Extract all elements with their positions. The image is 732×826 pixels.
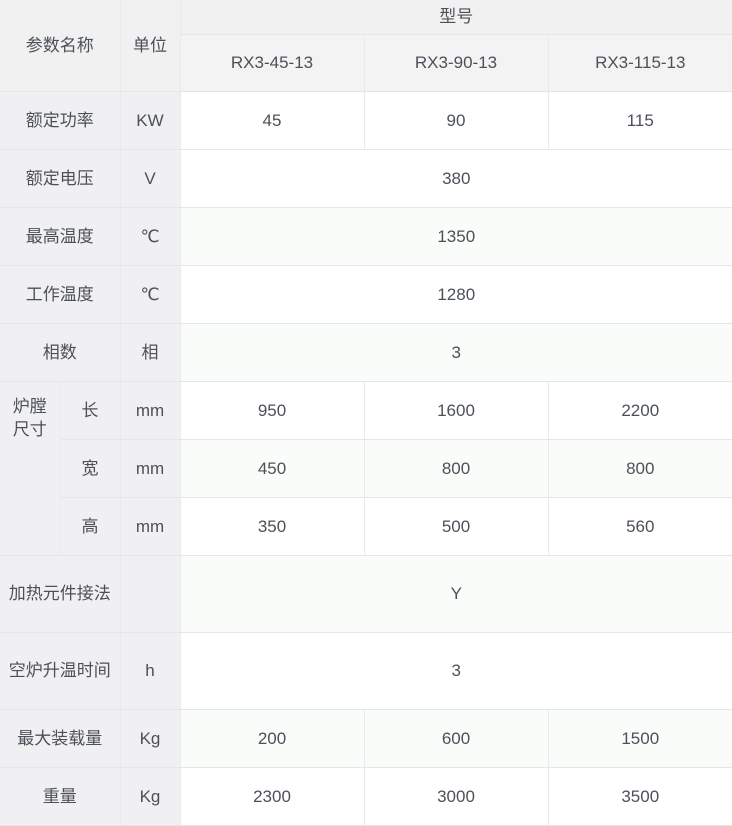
row-unit-chamber-width: mm: [120, 439, 181, 499]
table-header-row-primary: 参数名称 单位 型号: [0, 0, 732, 93]
sublabel-chamber-height: 高: [60, 497, 121, 557]
cell-weight-model-1: 2300: [180, 767, 365, 826]
chamber-label-line-2: 尺寸: [12, 419, 47, 439]
row-label-max-load: 最大装载量: [0, 709, 121, 769]
cell-phase-count-all-models: 3: [180, 323, 732, 383]
row-label-chamber-dimensions: 炉膛 尺寸: [0, 381, 61, 557]
row-unit-rated-voltage: V: [120, 149, 181, 209]
cell-chamber-length-model-1: 950: [180, 381, 365, 441]
row-label-working-temperature: 工作温度: [0, 265, 121, 325]
cell-max-temperature-all-models: 1350: [180, 207, 732, 267]
row-unit-heating-element-connection: [120, 555, 181, 634]
row-unit-max-temperature: ℃: [120, 207, 181, 267]
sublabel-chamber-width: 宽: [60, 439, 121, 499]
table-row: 最高温度 ℃ 1350: [0, 207, 732, 267]
table-row: 空炉升温时间 h 3: [0, 632, 732, 711]
cell-max-load-model-1: 200: [180, 709, 365, 769]
cell-chamber-height-model-1: 350: [180, 497, 365, 557]
row-unit-phase-count: 相: [120, 323, 181, 383]
table-header-row-models: RX3-45-13 RX3-90-13 RX3-115-13: [0, 34, 732, 93]
table-row: 加热元件接法 Y: [0, 555, 732, 634]
row-label-weight: 重量: [0, 767, 121, 826]
header-param-name: 参数名称: [0, 0, 121, 93]
header-model-3: RX3-115-13: [548, 34, 732, 93]
cell-empty-furnace-heatup-time-all-models: 3: [180, 632, 732, 711]
row-unit-weight: Kg: [120, 767, 181, 826]
row-label-max-temperature: 最高温度: [0, 207, 121, 267]
row-label-rated-voltage: 额定电压: [0, 149, 121, 209]
row-label-rated-power: 额定功率: [0, 91, 121, 151]
table-row: 相数 相 3: [0, 323, 732, 383]
cell-weight-model-3: 3500: [548, 767, 732, 826]
table-row: 宽 mm 450 800 800: [0, 439, 732, 499]
table-row: 高 mm 350 500 560: [0, 497, 732, 557]
header-model-2: RX3-90-13: [364, 34, 549, 93]
cell-chamber-width-model-1: 450: [180, 439, 365, 499]
table-row: 额定功率 KW 45 90 115: [0, 91, 732, 151]
cell-rated-power-model-3: 115: [548, 91, 732, 151]
header-unit: 单位: [120, 0, 181, 93]
chamber-label-line-1: 炉膛: [12, 397, 47, 417]
cell-chamber-width-model-2: 800: [364, 439, 549, 499]
cell-rated-voltage-all-models: 380: [180, 149, 732, 209]
cell-chamber-length-model-3: 2200: [548, 381, 732, 441]
row-unit-chamber-length: mm: [120, 381, 181, 441]
cell-chamber-height-model-3: 560: [548, 497, 732, 557]
header-model: 型号: [180, 0, 732, 36]
table-row: 最大装载量 Kg 200 600 1500: [0, 709, 732, 769]
row-label-phase-count: 相数: [0, 323, 121, 383]
cell-chamber-height-model-2: 500: [364, 497, 549, 557]
table-row: 炉膛 尺寸 长 mm 950 1600 2200: [0, 381, 732, 557]
cell-max-load-model-3: 1500: [548, 709, 732, 769]
cell-working-temperature-all-models: 1280: [180, 265, 732, 325]
row-label-empty-furnace-heatup-time: 空炉升温时间: [0, 632, 121, 711]
cell-rated-power-model-2: 90: [364, 91, 549, 151]
row-unit-working-temperature: ℃: [120, 265, 181, 325]
cell-heating-element-connection-all-models: Y: [180, 555, 732, 634]
sublabel-chamber-length: 长: [60, 381, 121, 441]
row-unit-max-load: Kg: [120, 709, 181, 769]
table-row: 工作温度 ℃ 1280: [0, 265, 732, 325]
cell-chamber-width-model-3: 800: [548, 439, 732, 499]
cell-weight-model-2: 3000: [364, 767, 549, 826]
table-row: 额定电压 V 380: [0, 149, 732, 209]
row-unit-empty-furnace-heatup-time: h: [120, 632, 181, 711]
row-unit-chamber-height: mm: [120, 497, 181, 557]
row-label-heating-element-connection: 加热元件接法: [0, 555, 121, 634]
cell-chamber-length-model-2: 1600: [364, 381, 549, 441]
table-row: 重量 Kg 2300 3000 3500: [0, 767, 732, 826]
row-unit-rated-power: KW: [120, 91, 181, 151]
header-model-1: RX3-45-13: [180, 34, 365, 93]
cell-rated-power-model-1: 45: [180, 91, 365, 151]
cell-max-load-model-2: 600: [364, 709, 549, 769]
